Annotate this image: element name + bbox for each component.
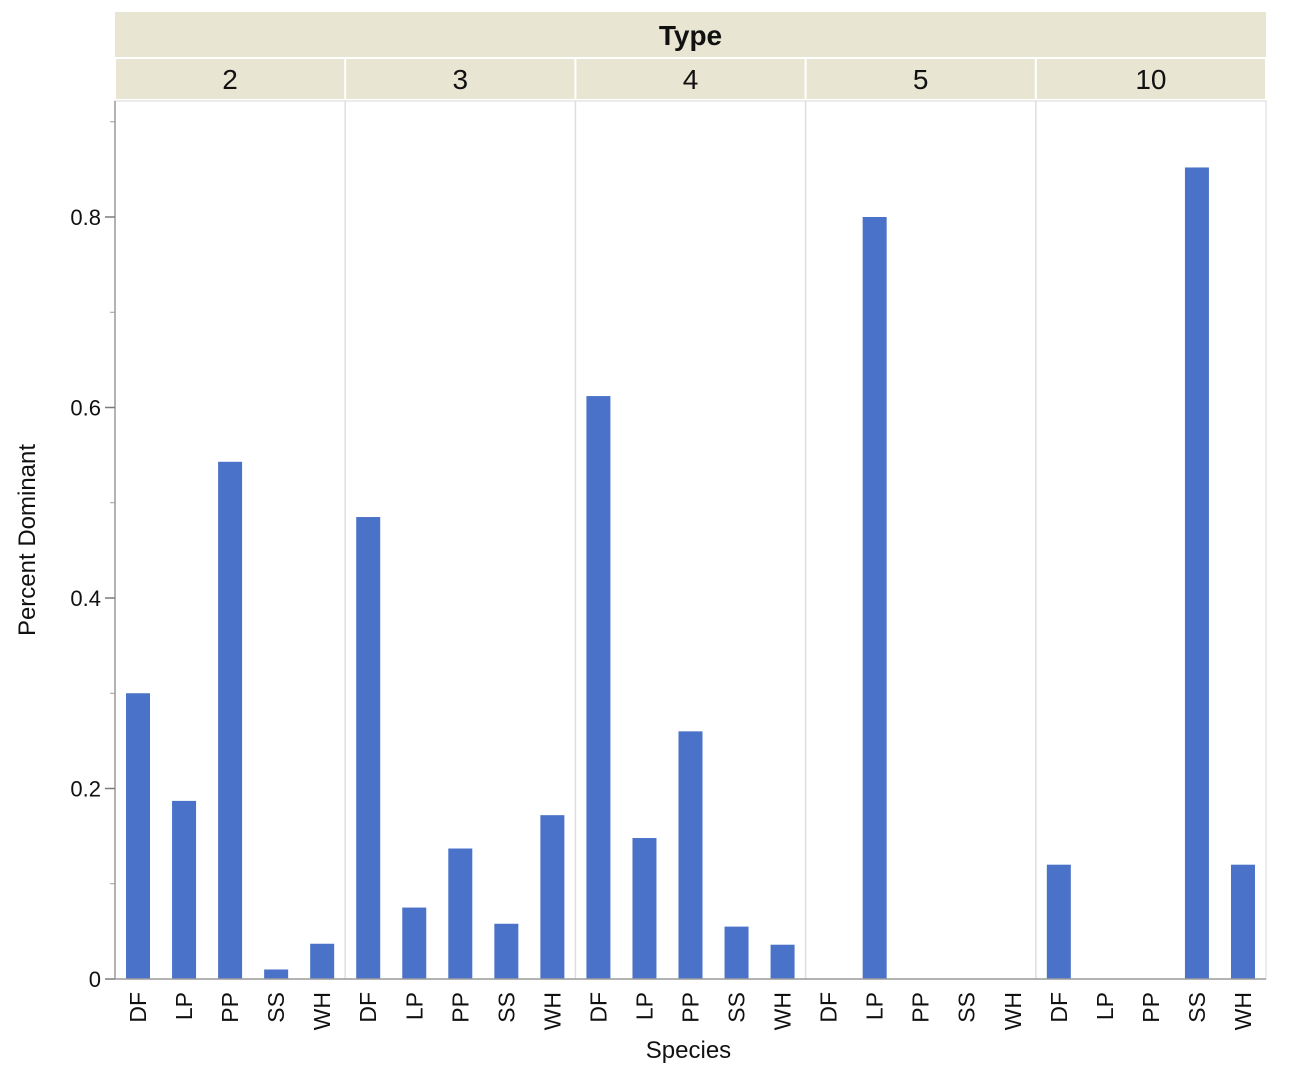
bar	[172, 800, 197, 979]
bar	[494, 923, 519, 979]
panel-label: 2	[222, 64, 238, 95]
y-tick-label: 0.2	[70, 777, 101, 802]
bar	[402, 907, 427, 979]
bar	[126, 693, 151, 979]
x-tick-label: DF	[125, 992, 151, 1023]
x-tick-label: WH	[539, 992, 565, 1030]
x-tick-label: PP	[908, 992, 934, 1023]
bar	[356, 517, 381, 979]
bar	[770, 944, 795, 979]
panel-header-cell	[576, 59, 805, 99]
x-tick-label: LP	[171, 992, 197, 1020]
panel-label: 10	[1135, 64, 1166, 95]
panel-label: 5	[913, 64, 929, 95]
x-tick-label: WH	[770, 992, 796, 1030]
x-tick-label: WH	[309, 992, 335, 1030]
panel-header-cell	[346, 59, 575, 99]
bar	[1046, 864, 1071, 979]
panel-label: 4	[683, 64, 699, 95]
x-tick-label: SS	[493, 992, 519, 1023]
x-tick-label: DF	[355, 992, 381, 1023]
x-tick-label: WH	[1000, 992, 1026, 1030]
x-tick-label: PP	[1138, 992, 1164, 1023]
bar	[264, 969, 289, 979]
panel-header-cell	[116, 59, 345, 99]
x-tick-label: SS	[1184, 992, 1210, 1023]
y-tick-label: 0.8	[70, 205, 101, 230]
x-tick-label: SS	[954, 992, 980, 1023]
y-tick-label: 0	[89, 967, 101, 992]
panel-header-cell	[1036, 59, 1265, 99]
x-tick-label: PP	[217, 992, 243, 1023]
bar	[448, 848, 473, 979]
plot-area	[114, 100, 1267, 980]
bar	[1184, 167, 1209, 980]
x-tick-label: SS	[724, 992, 750, 1023]
x-tick-label: LP	[1092, 992, 1118, 1020]
x-tick-label: LP	[862, 992, 888, 1020]
y-tick-label: 0.6	[70, 396, 101, 421]
bar	[724, 926, 749, 979]
group-title-band	[115, 12, 1266, 57]
panel-header: 2 3 4 5 10	[115, 12, 1266, 99]
bar	[678, 731, 703, 979]
x-tick-label: LP	[401, 992, 427, 1020]
x-tick-label: LP	[631, 992, 657, 1020]
bar	[862, 217, 887, 979]
x-axis-title: Species	[646, 1037, 731, 1064]
x-tick-label: WH	[1230, 992, 1256, 1030]
x-tick-label: DF	[585, 992, 611, 1023]
bar	[218, 461, 243, 980]
bar	[586, 396, 611, 979]
x-tick-label: DF	[1046, 992, 1072, 1023]
panel-header-cell	[806, 59, 1035, 99]
bar	[540, 815, 565, 979]
bar	[310, 943, 335, 979]
x-tick-label: PP	[678, 992, 704, 1023]
bar	[1230, 864, 1255, 979]
group-title: Type	[659, 20, 722, 51]
x-tick-label: SS	[263, 992, 289, 1023]
x-tick-label: PP	[447, 992, 473, 1023]
x-tick-label: DF	[816, 992, 842, 1023]
y-tick-label: 0.4	[70, 586, 101, 611]
y-axis-title: Percent Dominant	[14, 444, 41, 636]
bar	[632, 838, 657, 979]
panel-label: 3	[453, 64, 469, 95]
axes: DF LP PP SS WH DF LP PP SS WH DF LP PP SS WH DF LP PP SS WH…	[70, 101, 1266, 1030]
